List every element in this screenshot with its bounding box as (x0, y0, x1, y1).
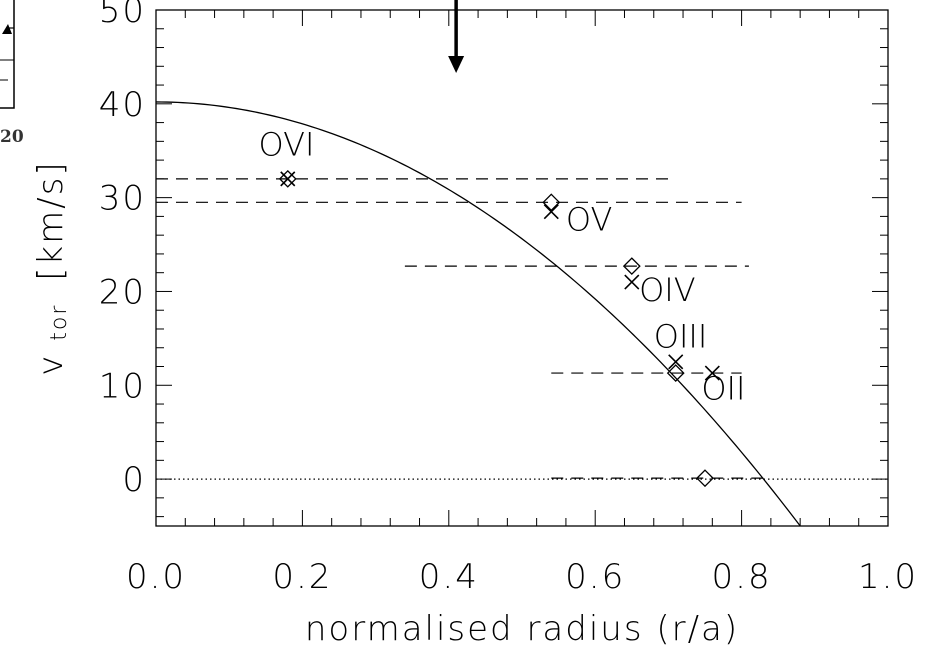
ion-label: OIV (639, 271, 696, 309)
y-tick-label: 0 (122, 460, 146, 500)
ion-label: OVI (258, 125, 314, 163)
range-lines (156, 178, 764, 479)
ion-label: OII (701, 369, 745, 407)
diamond-marker (278, 169, 297, 188)
arrow-head (448, 56, 465, 73)
x-tick-label: 0.8 (712, 557, 772, 597)
y-tick-label: 30 (99, 179, 146, 219)
cross-marker (704, 365, 720, 381)
cross-marker (280, 171, 296, 187)
cross-marker (543, 204, 559, 220)
ion-labels: OVI OV OIV OIII OII (258, 125, 745, 407)
x-axis-title: normalised radius (r/a) (305, 609, 739, 649)
fit-curve-layer (155, 101, 801, 527)
x-tick-label: 0.0 (126, 557, 186, 597)
y-tick-label: 20 (99, 272, 146, 312)
y-axis-title-sub: tor (47, 304, 72, 341)
cross-marker (624, 274, 640, 290)
cross-markers (280, 171, 720, 381)
arrow-layer (448, 0, 465, 73)
x-tick-label: 1.0 (858, 557, 918, 597)
y-axis-tick-labels: 0 10 20 30 40 50 (99, 0, 146, 500)
ion-label: OV (566, 200, 613, 238)
x-tick-label: 0.4 (419, 557, 479, 597)
y-tick-label: 50 (99, 0, 146, 31)
diamond-marker (696, 469, 714, 488)
diamond-markers (278, 169, 714, 488)
fit-curve (155, 101, 801, 527)
y-tick-label: 40 (99, 85, 146, 125)
y-axis-title-main: v (31, 354, 71, 376)
x-axis-ticks (155, 10, 889, 526)
y-axis-title-unit: [km/s] (31, 160, 71, 281)
plot-frame (155, 9, 889, 527)
ion-label: OIII (654, 318, 708, 356)
diamond-marker (666, 364, 685, 382)
x-tick-label: 0.6 (565, 557, 625, 597)
diamond-marker (622, 257, 641, 276)
x-axis-tick-labels: 0.0 0.2 0.4 0.6 0.8 1.0 (126, 557, 918, 597)
inset-fragment: 20 (0, 0, 24, 147)
diamond-marker (542, 193, 561, 212)
y-tick-label: 10 (99, 366, 146, 406)
y-axis-title: v tor [km/s] (31, 160, 75, 375)
cross-marker (668, 354, 684, 370)
inset-fragment-label: 20 (0, 127, 24, 147)
x-tick-label: 0.2 (272, 557, 332, 597)
y-axis-ticks (156, 9, 888, 518)
